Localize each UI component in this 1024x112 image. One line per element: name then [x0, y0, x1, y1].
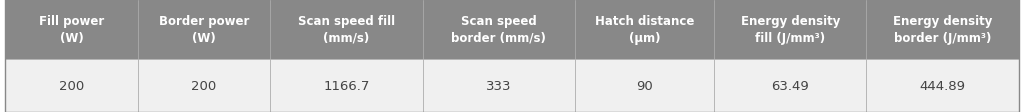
Text: Scan speed
border (mm/s): Scan speed border (mm/s) — [452, 15, 546, 45]
Bar — [137, 0, 270, 60]
Bar — [714, 0, 866, 60]
Bar — [5, 0, 137, 60]
Text: 200: 200 — [191, 80, 216, 92]
Text: 63.49: 63.49 — [771, 80, 809, 92]
Text: 90: 90 — [636, 80, 653, 92]
Text: Hatch distance
(μm): Hatch distance (μm) — [595, 15, 694, 45]
Text: Energy density
fill (J/mm³): Energy density fill (J/mm³) — [740, 15, 840, 45]
Bar — [574, 0, 714, 60]
Text: 200: 200 — [58, 80, 84, 92]
Bar — [5, 60, 137, 112]
Text: Scan speed fill
(mm/s): Scan speed fill (mm/s) — [298, 15, 395, 45]
Bar — [137, 60, 270, 112]
Text: Fill power
(W): Fill power (W) — [39, 15, 104, 45]
Text: Energy density
border (J/mm³): Energy density border (J/mm³) — [893, 15, 992, 45]
Bar — [270, 0, 423, 60]
Bar — [423, 0, 574, 60]
Bar — [270, 60, 423, 112]
Bar — [423, 60, 574, 112]
Bar — [866, 0, 1019, 60]
Bar — [714, 60, 866, 112]
Bar — [574, 60, 714, 112]
Bar — [866, 60, 1019, 112]
Text: 1166.7: 1166.7 — [324, 80, 370, 92]
Text: 444.89: 444.89 — [920, 80, 966, 92]
Text: 333: 333 — [486, 80, 512, 92]
Text: Border power
(W): Border power (W) — [159, 15, 249, 45]
